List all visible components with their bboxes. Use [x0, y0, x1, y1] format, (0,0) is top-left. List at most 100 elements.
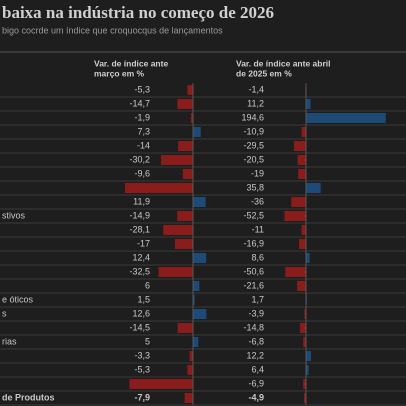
bar — [193, 127, 201, 137]
value-label: 194,6 — [241, 112, 264, 122]
value-label: -11 — [252, 224, 264, 234]
value-label: 6 — [145, 280, 150, 290]
bar — [160, 155, 193, 165]
column-header: março em % — [94, 68, 145, 78]
value-label: -10,9 — [243, 126, 264, 136]
title: baixa na indústria no começo de 2026 — [2, 3, 274, 22]
value-label: -21,6 — [243, 280, 264, 290]
bar — [306, 351, 312, 361]
row-label: rias — [2, 336, 17, 346]
bar — [299, 323, 306, 333]
bar — [291, 197, 306, 207]
bar — [193, 281, 200, 291]
value-label: -7,9 — [134, 392, 150, 402]
value-label: -52,5 — [243, 210, 264, 220]
row-label: de Produtos — [2, 392, 55, 402]
value-label: 5 — [145, 336, 150, 346]
value-label: 6,4 — [251, 364, 264, 374]
bar — [306, 183, 321, 193]
value-label: -29,5 — [243, 140, 264, 150]
bar — [158, 267, 193, 277]
value-label: 8,6 — [251, 252, 264, 262]
value-label: -4,9 — [248, 392, 264, 402]
value-label: 1,7 — [251, 294, 264, 304]
value-label: 1,5 — [137, 294, 150, 304]
bar — [193, 309, 207, 319]
bar — [297, 281, 306, 291]
bar — [174, 239, 193, 249]
bar — [193, 253, 207, 263]
value-label: -1,9 — [134, 112, 150, 122]
bar — [190, 113, 193, 123]
value-label: -5,3 — [134, 364, 150, 374]
bar — [301, 127, 306, 137]
value-label: -6,9 — [248, 378, 264, 388]
bar — [182, 169, 193, 179]
subtitle: bigo cocrde um índice que croquocqus de … — [2, 25, 223, 35]
column-header: de 2025 em % — [236, 68, 292, 78]
bar — [284, 211, 306, 221]
value-label: 12,6 — [132, 308, 150, 318]
value-label: -30,2 — [129, 154, 150, 164]
value-label: -6,8 — [248, 336, 264, 346]
value-label: -19 — [251, 168, 264, 178]
value-label: -3,3 — [134, 350, 150, 360]
value-label: -5,3 — [134, 84, 150, 94]
bar — [177, 211, 193, 221]
value-label: -16,9 — [243, 238, 264, 248]
bar — [285, 267, 306, 277]
bar — [303, 393, 306, 403]
bar — [306, 113, 386, 123]
value-label: 12,2 — [246, 350, 264, 360]
value-label: -3,9 — [248, 308, 264, 318]
bar — [303, 337, 306, 347]
value-label: -14,5 — [129, 322, 150, 332]
bar — [178, 141, 193, 151]
bar — [129, 379, 193, 389]
value-label: -17 — [137, 238, 150, 248]
row-label: s — [2, 308, 7, 318]
bar — [297, 155, 306, 165]
value-label: -14 — [137, 140, 150, 150]
value-label: 35,8 — [246, 182, 264, 192]
bar — [306, 253, 310, 263]
bar — [293, 141, 306, 151]
value-label: -14,8 — [243, 322, 264, 332]
bar — [193, 197, 206, 207]
bar — [193, 295, 195, 305]
value-label: -36 — [251, 196, 264, 206]
bar — [299, 239, 306, 249]
bar — [163, 225, 193, 235]
bar — [184, 393, 193, 403]
value-label: -20,5 — [243, 154, 264, 164]
value-label: 12,4 — [132, 252, 150, 262]
row-label: stivos — [2, 210, 26, 220]
value-label: 7,3 — [137, 126, 150, 136]
bar — [187, 85, 193, 95]
value-label: -1,4 — [248, 84, 264, 94]
bar — [177, 99, 193, 109]
bar — [303, 379, 306, 389]
bar — [306, 365, 309, 375]
row-label: e óticos — [2, 294, 34, 304]
value-label: -14,9 — [129, 210, 150, 220]
value-label: -28,1 — [129, 224, 150, 234]
column-header: Var. de índice ante — [94, 58, 168, 68]
column-header: Var. de índice ante abril — [236, 58, 330, 68]
bar — [301, 225, 306, 235]
bar — [306, 99, 311, 109]
bar — [125, 183, 193, 193]
value-label: -14,7 — [129, 98, 150, 108]
bar — [177, 323, 193, 333]
value-label: 11,9 — [133, 196, 150, 206]
value-label: 11,2 — [247, 98, 264, 108]
value-label: -9,6 — [134, 168, 150, 178]
bar — [304, 309, 306, 319]
bar — [298, 169, 306, 179]
bar — [187, 365, 193, 375]
value-label: -50,6 — [243, 266, 264, 276]
bar — [189, 351, 193, 361]
value-label: -32,5 — [129, 266, 150, 276]
